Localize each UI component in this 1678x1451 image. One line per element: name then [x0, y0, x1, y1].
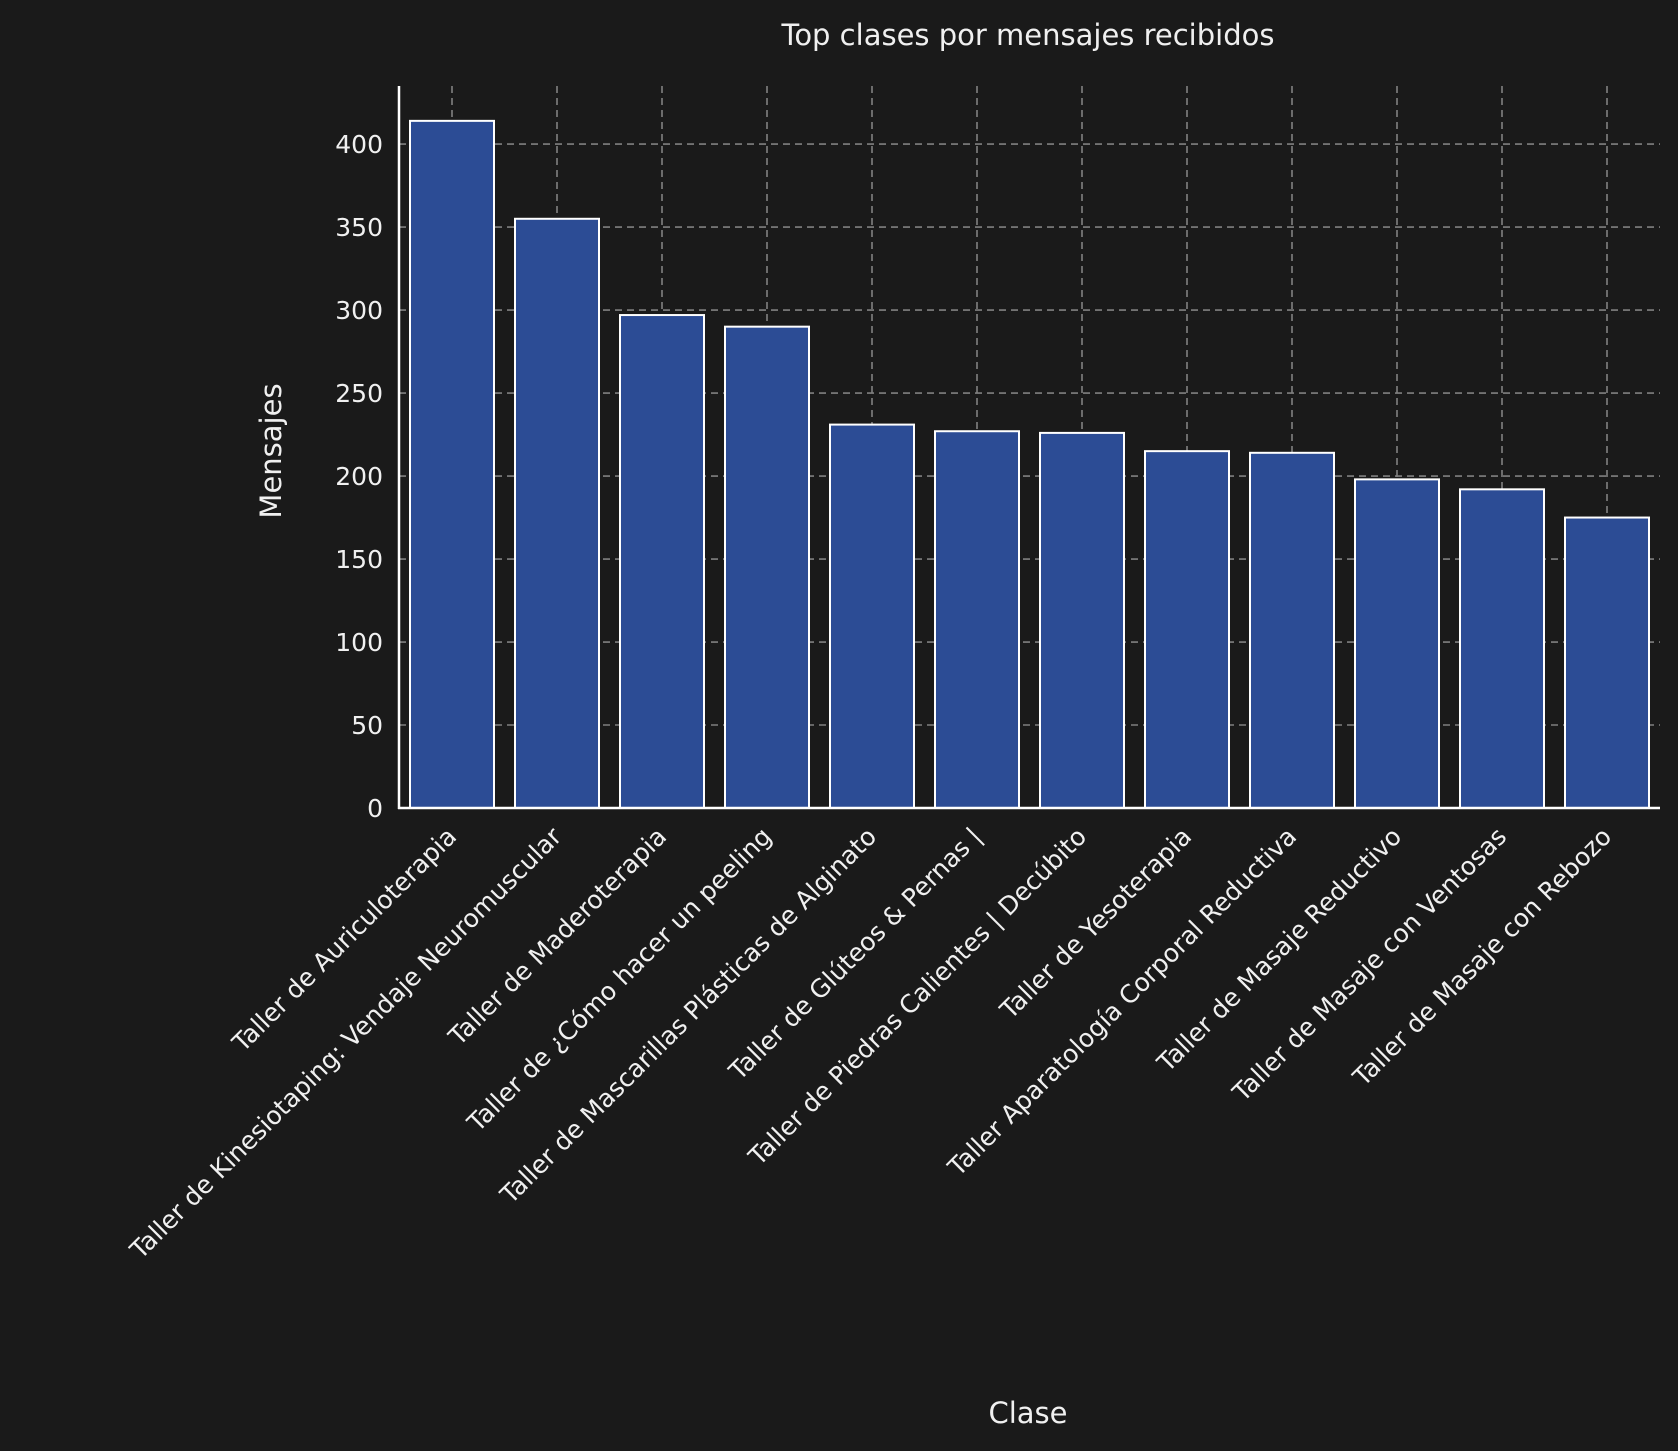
y-tick-label: 50	[351, 711, 383, 740]
bar	[1459, 488, 1545, 809]
y-tick-labels: 0 50 100 150 200 250 300 350 400	[335, 130, 383, 823]
x-axis-title: Clase	[988, 1396, 1067, 1430]
axes	[397, 86, 1660, 810]
bar	[829, 423, 915, 809]
bar	[514, 217, 600, 809]
y-tick-label: 350	[335, 213, 383, 242]
bar	[619, 314, 705, 809]
y-tick-label: 400	[335, 130, 383, 159]
bar	[724, 325, 810, 809]
y-tick-label: 0	[367, 794, 383, 823]
y-axis-title: Mensajes	[254, 383, 288, 518]
y-tick-label: 150	[335, 545, 383, 574]
bar	[934, 430, 1020, 809]
y-tick-label: 100	[335, 628, 383, 657]
chart-title: Top clases por mensajes recibidos	[781, 18, 1275, 52]
bars	[409, 119, 1650, 810]
bar	[1249, 451, 1335, 809]
bar	[1144, 450, 1230, 809]
bar	[1039, 431, 1125, 809]
y-tick-label: 300	[335, 296, 383, 325]
bar	[1564, 516, 1650, 809]
y-tick-label: 250	[335, 379, 383, 408]
bar	[1354, 478, 1440, 809]
y-tick-label: 200	[335, 462, 383, 491]
bar	[409, 119, 495, 810]
